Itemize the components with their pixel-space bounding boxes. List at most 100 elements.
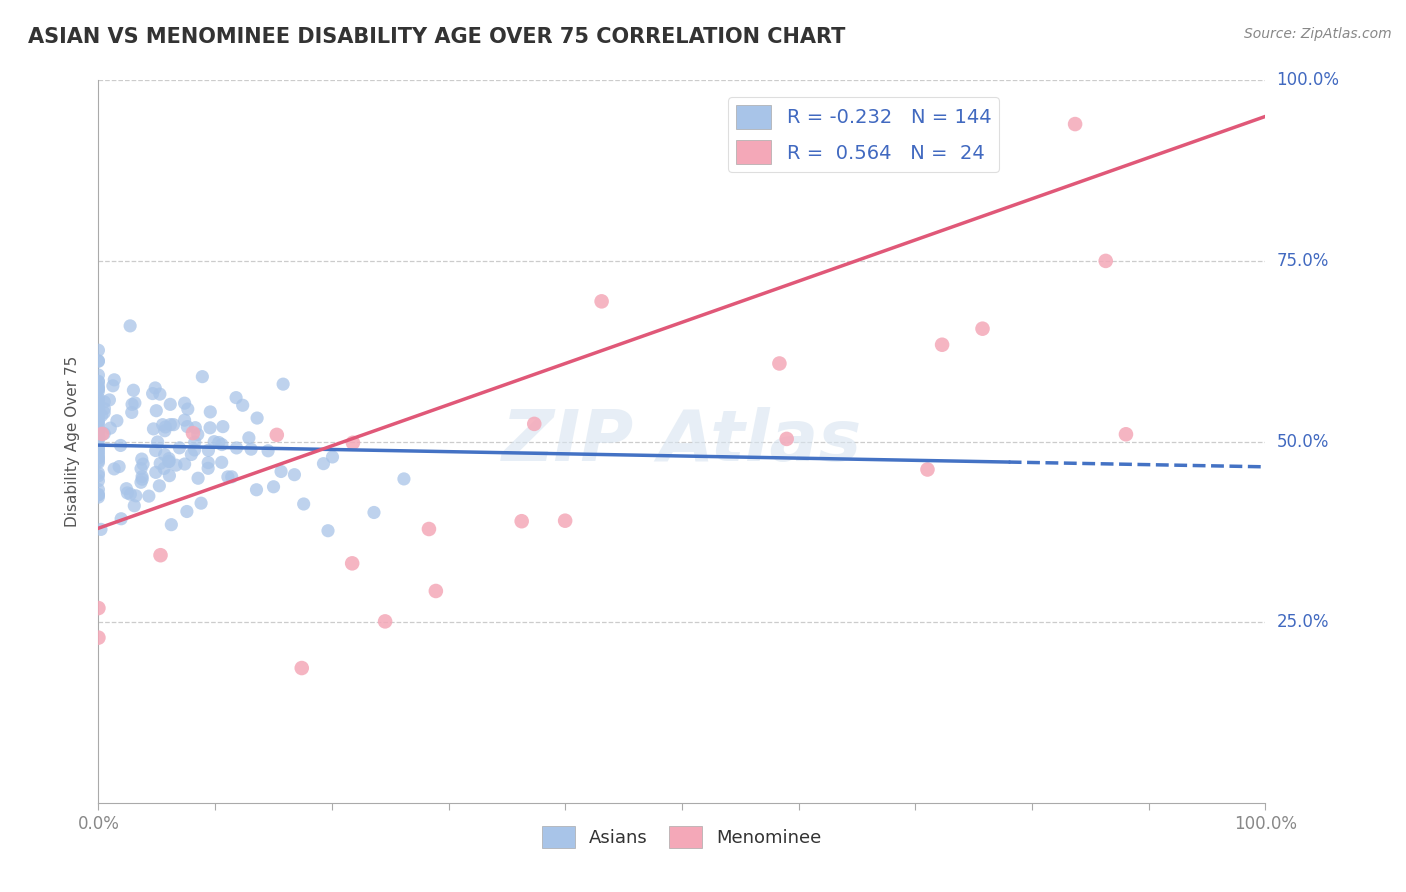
Point — [181, 426, 204, 441]
Text: ZIP Atlas: ZIP Atlas — [502, 407, 862, 476]
Point — [87, 353, 110, 368]
Point — [125, 489, 148, 503]
Point — [374, 615, 396, 629]
Point — [232, 398, 254, 412]
Point — [93, 426, 115, 441]
Point — [197, 461, 219, 475]
Point — [91, 426, 114, 441]
Point — [217, 470, 239, 484]
Point — [87, 483, 110, 497]
Point — [776, 432, 799, 446]
Point — [425, 584, 447, 599]
Point — [90, 522, 112, 536]
Point — [149, 548, 172, 562]
Point — [103, 373, 125, 387]
Text: 25.0%: 25.0% — [1277, 613, 1329, 632]
Point — [169, 441, 191, 455]
Point — [211, 455, 233, 469]
Point — [211, 437, 233, 451]
Point — [108, 459, 131, 474]
Point — [105, 414, 128, 428]
Point — [87, 418, 110, 433]
Point — [87, 423, 110, 437]
Point — [340, 557, 363, 571]
Point — [87, 487, 110, 501]
Point — [418, 522, 440, 536]
Point — [270, 465, 292, 479]
Point — [87, 354, 110, 368]
Point — [510, 514, 533, 528]
Point — [87, 430, 110, 444]
Point — [291, 661, 314, 675]
Point — [98, 421, 121, 435]
Point — [121, 397, 143, 411]
Point — [87, 450, 110, 465]
Point — [142, 386, 165, 401]
Text: ASIAN VS MENOMINEE DISABILITY AGE OVER 75 CORRELATION CHART: ASIAN VS MENOMINEE DISABILITY AGE OVER 7… — [28, 27, 845, 46]
Point — [145, 403, 167, 417]
Point — [120, 487, 142, 501]
Point — [103, 462, 125, 476]
Point — [165, 458, 187, 472]
Point — [392, 472, 415, 486]
Point — [87, 397, 110, 411]
Point — [115, 482, 138, 496]
Point — [153, 461, 176, 475]
Point — [176, 419, 198, 434]
Point — [149, 387, 172, 401]
Point — [93, 406, 115, 420]
Point — [197, 456, 219, 470]
Point — [266, 428, 288, 442]
Point — [87, 468, 110, 483]
Point — [554, 514, 576, 528]
Point — [87, 447, 110, 461]
Point — [523, 417, 546, 431]
Point — [98, 392, 121, 407]
Point — [87, 405, 110, 419]
Point — [321, 450, 343, 464]
Point — [153, 424, 176, 438]
Point — [93, 395, 115, 409]
Text: Source: ZipAtlas.com: Source: ZipAtlas.com — [1244, 27, 1392, 41]
Point — [131, 472, 153, 486]
Point — [87, 456, 110, 470]
Point — [131, 469, 153, 483]
Point — [90, 409, 112, 423]
Point — [197, 443, 219, 458]
Point — [1094, 253, 1116, 268]
Text: 75.0%: 75.0% — [1277, 252, 1329, 270]
Point — [87, 393, 110, 408]
Point — [157, 451, 180, 466]
Point — [184, 435, 207, 450]
Point — [87, 402, 110, 417]
Point — [87, 379, 110, 393]
Point — [87, 434, 110, 448]
Point — [159, 417, 181, 432]
Point — [87, 409, 110, 423]
Point — [93, 401, 115, 416]
Text: 50.0%: 50.0% — [1277, 433, 1329, 450]
Point — [87, 382, 110, 396]
Point — [240, 442, 263, 457]
Point — [972, 321, 994, 335]
Point — [263, 480, 285, 494]
Point — [87, 409, 110, 424]
Point — [191, 369, 214, 384]
Point — [316, 524, 339, 538]
Point — [87, 450, 110, 465]
Point — [87, 445, 110, 459]
Point — [157, 454, 180, 468]
Point — [212, 419, 235, 434]
Point — [101, 378, 124, 392]
Point — [87, 490, 110, 504]
Point — [187, 427, 209, 442]
Point — [122, 499, 145, 513]
Point — [87, 415, 110, 429]
Point — [225, 441, 247, 455]
Point — [87, 466, 110, 480]
Point — [129, 475, 152, 490]
Point — [1064, 117, 1087, 131]
Point — [155, 420, 177, 434]
Point — [157, 454, 180, 468]
Point — [87, 442, 110, 457]
